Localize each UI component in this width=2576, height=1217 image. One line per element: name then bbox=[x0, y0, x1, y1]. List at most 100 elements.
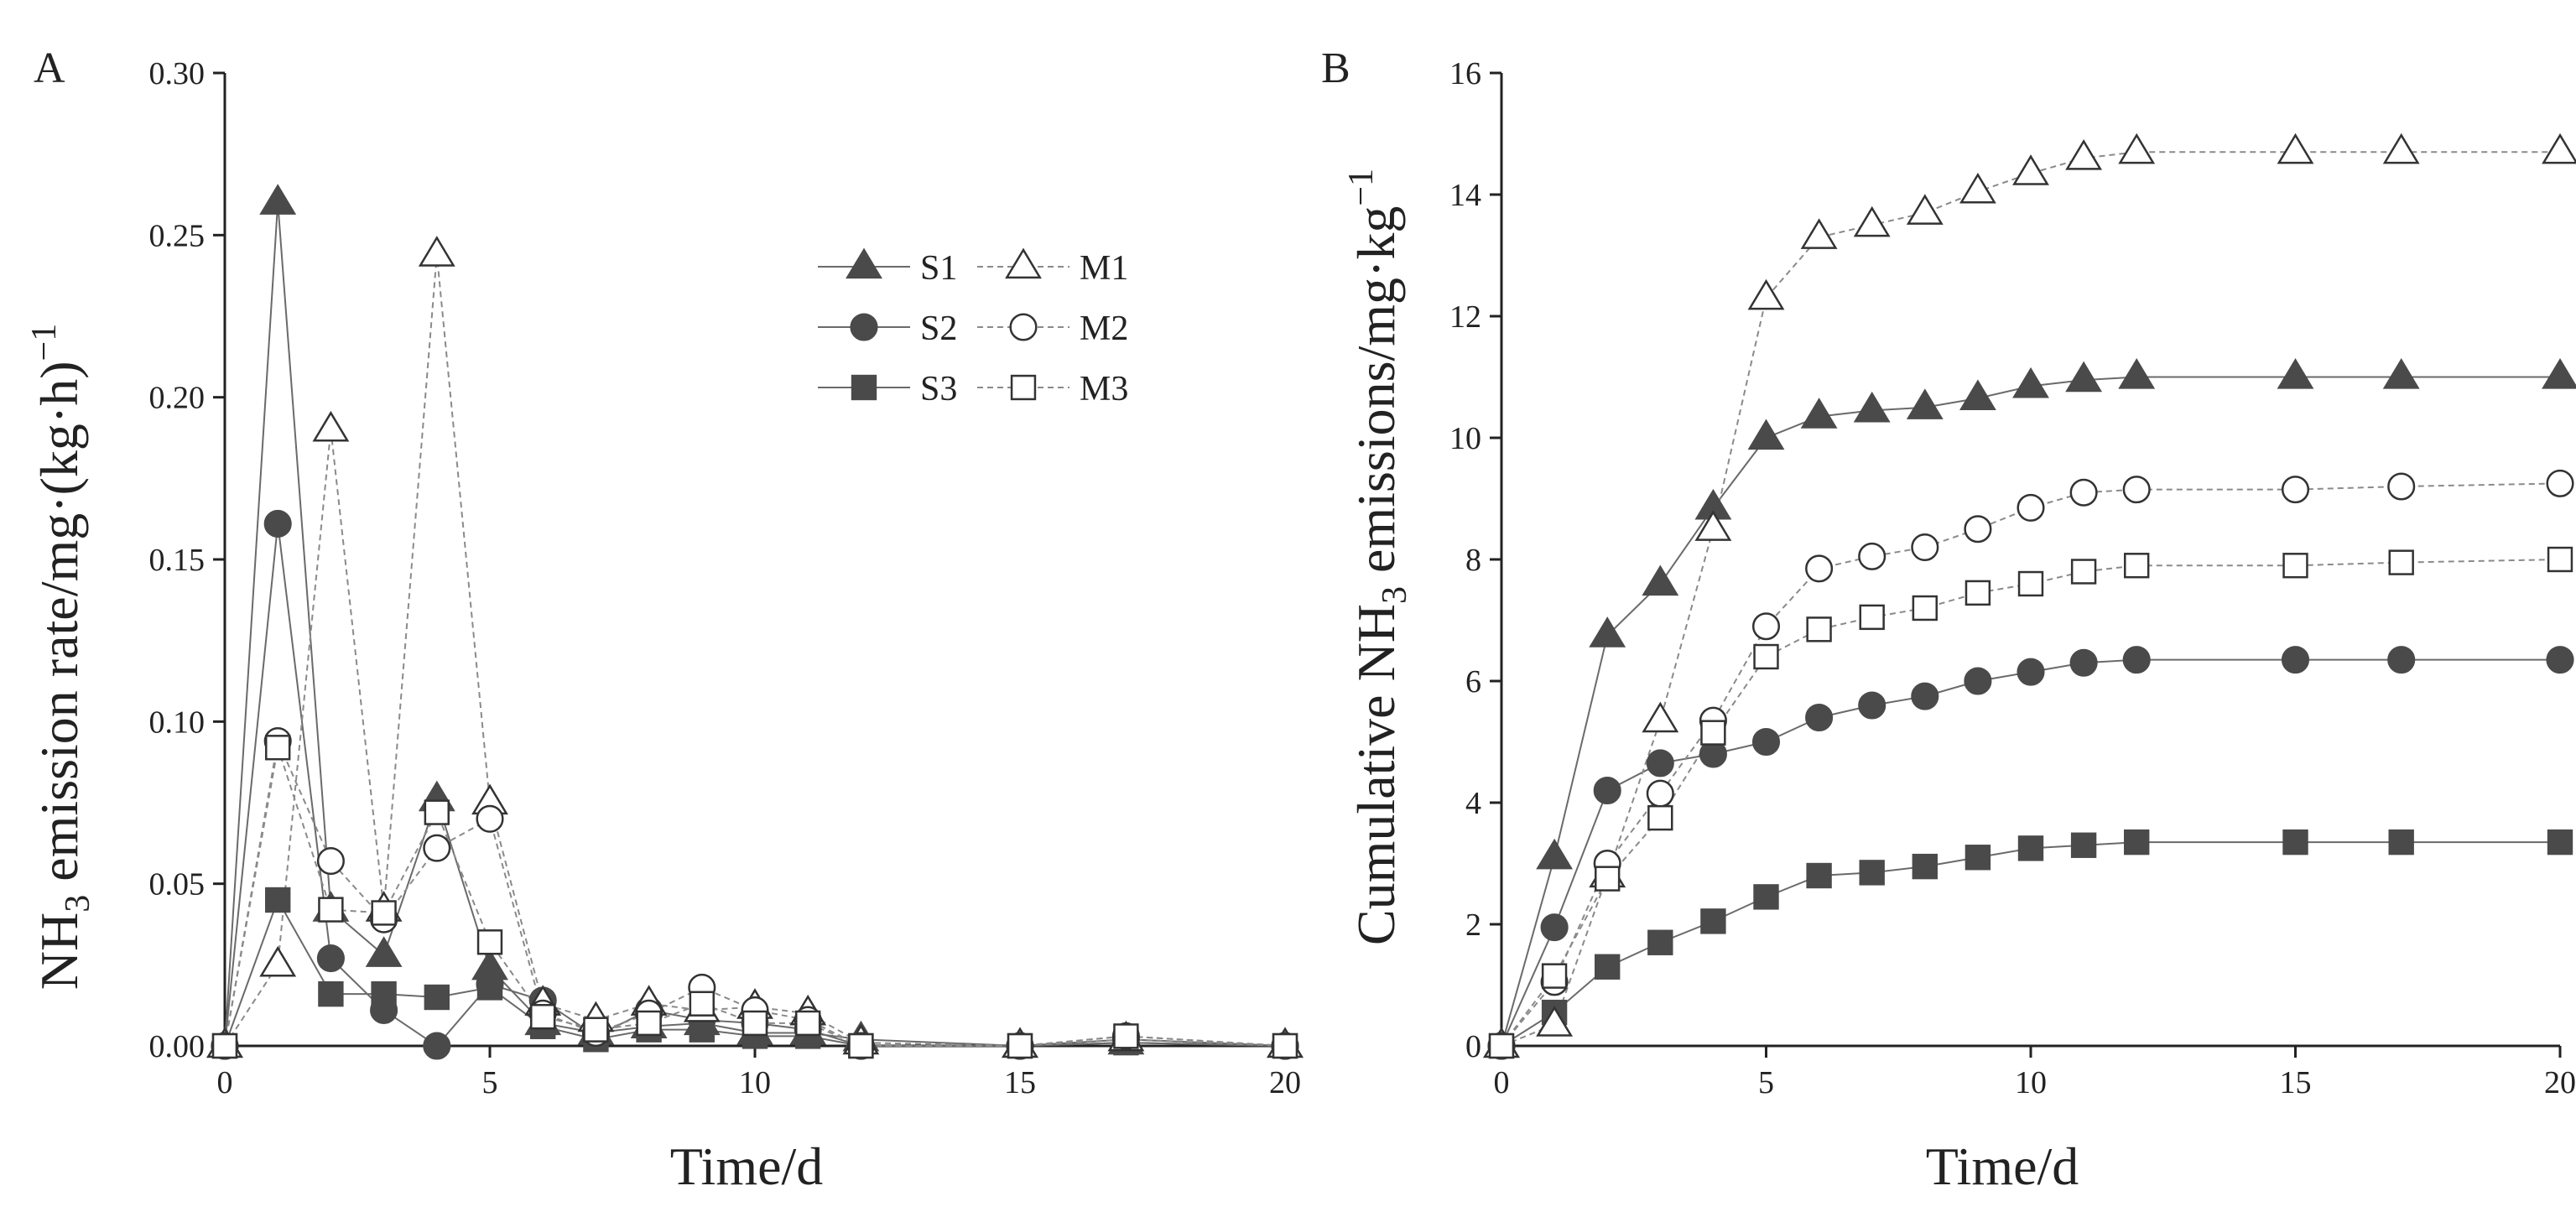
data-point-s3 bbox=[1912, 853, 1938, 880]
series-line-s2 bbox=[1501, 658, 2560, 1047]
data-point-s1 bbox=[2277, 358, 2314, 389]
panel-a-y-title-sub: 3 bbox=[59, 895, 97, 913]
data-point-m1 bbox=[1959, 172, 1996, 204]
data-point-m1 bbox=[2118, 133, 2156, 164]
y-tick-label: 0.30 bbox=[149, 56, 206, 91]
data-point-s1 bbox=[2012, 367, 2049, 398]
data-point-m2 bbox=[316, 847, 345, 876]
legend-marker-s2 bbox=[850, 313, 878, 341]
panel-b-y-axis-title: Cumulative NH3 emissions/mg·kg−1 bbox=[1342, 169, 1414, 945]
data-point-m3 bbox=[689, 991, 715, 1017]
data-point-s2 bbox=[2387, 646, 2416, 674]
data-point-s3 bbox=[2547, 829, 2573, 856]
data-point-s1 bbox=[1642, 564, 1679, 596]
data-point-m2 bbox=[1805, 554, 1834, 583]
y-tick-label: 0.05 bbox=[149, 867, 206, 902]
data-point-s2 bbox=[1540, 913, 1569, 942]
data-point-m3 bbox=[848, 1032, 874, 1059]
data-point-m3 bbox=[1647, 804, 1673, 831]
x-tick-label: 15 bbox=[2280, 1065, 2312, 1100]
data-point-s3 bbox=[2070, 832, 2097, 858]
panel-b-x-axis-title: Time/d bbox=[1926, 1136, 2079, 1196]
panel-a-axes: 0 5 10 15 20 0.00 0.05 0.10 0.15 0.20 0.25 0.30 bbox=[149, 56, 1302, 1100]
data-point-s1 bbox=[259, 184, 297, 215]
series-line-s3 bbox=[1501, 841, 2560, 1047]
data-point-s3 bbox=[1859, 860, 1885, 886]
data-point-m1 bbox=[1853, 205, 1891, 237]
data-point-s3 bbox=[2388, 829, 2414, 856]
panel-b-y-title-sup: −1 bbox=[1342, 169, 1381, 206]
x-tick-label: 15 bbox=[1004, 1065, 1036, 1100]
y-tick-label: 10 bbox=[1449, 421, 1481, 456]
data-point-m3 bbox=[2388, 549, 2414, 575]
data-point-m1 bbox=[1536, 1006, 1574, 1037]
data-point-s2 bbox=[2122, 646, 2151, 674]
panel-a-plot-area bbox=[206, 184, 1304, 1060]
legend-marker-s1 bbox=[846, 247, 882, 279]
data-point-m3 bbox=[2282, 553, 2308, 579]
data-point-m3 bbox=[1541, 963, 1568, 989]
data-point-m3 bbox=[1859, 604, 1885, 631]
y-tick-label: 0.10 bbox=[149, 705, 206, 740]
y-tick-label: 0.00 bbox=[149, 1029, 206, 1064]
data-point-m3 bbox=[795, 1010, 821, 1037]
data-point-s1 bbox=[2065, 361, 2103, 393]
series-line-m1 bbox=[1501, 151, 2560, 1047]
legend-label-s3: S3 bbox=[920, 370, 957, 408]
data-point-m2 bbox=[1911, 533, 1939, 562]
data-point-m1 bbox=[259, 945, 297, 977]
data-point-s3 bbox=[371, 980, 397, 1007]
series-line-m1 bbox=[224, 254, 1286, 1048]
data-point-s2 bbox=[2281, 646, 2310, 674]
data-point-s3 bbox=[476, 975, 503, 1001]
data-point-m2 bbox=[1751, 612, 1781, 641]
series-line-s1 bbox=[224, 202, 1286, 1048]
data-point-m3 bbox=[1700, 720, 1726, 746]
panel-b-axes: 0 5 10 15 20 0 2 4 6 8 10 12 14 16 bbox=[1449, 56, 2576, 1100]
data-point-m3 bbox=[742, 1010, 768, 1037]
data-point-s2 bbox=[2546, 646, 2574, 674]
data-point-m3 bbox=[424, 799, 450, 825]
x-tick-label: 10 bbox=[2015, 1065, 2047, 1100]
data-point-s1 bbox=[365, 936, 403, 967]
data-point-s1 bbox=[2542, 358, 2576, 389]
data-point-m2 bbox=[2017, 493, 2045, 522]
data-point-m1 bbox=[418, 236, 455, 267]
panel-a-y-title-pre: NH bbox=[29, 913, 89, 990]
data-point-s2 bbox=[263, 509, 292, 538]
data-point-s2 bbox=[2069, 648, 2098, 677]
x-tick-label: 0 bbox=[1494, 1065, 1510, 1100]
panel-label-a: A bbox=[34, 44, 65, 92]
data-point-s3 bbox=[2282, 829, 2308, 856]
legend-marker-m1 bbox=[1005, 247, 1042, 279]
series-line-m3 bbox=[224, 746, 1286, 1047]
series-line-s2 bbox=[224, 523, 1286, 1048]
data-point-m3 bbox=[1488, 1032, 1515, 1059]
x-tick-label: 5 bbox=[1758, 1065, 1774, 1100]
data-point-m3 bbox=[265, 735, 291, 761]
data-point-m2 bbox=[1858, 542, 1886, 570]
data-point-m1 bbox=[1800, 218, 1838, 249]
data-point-m3 bbox=[583, 1017, 609, 1043]
data-point-m2 bbox=[1964, 515, 1992, 543]
data-point-m2 bbox=[476, 804, 504, 833]
data-point-m1 bbox=[2065, 139, 2103, 170]
data-point-m3 bbox=[371, 900, 397, 926]
legend-label-m1: M1 bbox=[1080, 249, 1128, 288]
data-point-s1 bbox=[1800, 398, 1838, 429]
data-point-m3 bbox=[2547, 546, 2573, 573]
data-point-s2 bbox=[1911, 682, 1939, 710]
data-point-s3 bbox=[2017, 835, 2044, 861]
data-point-m2 bbox=[423, 834, 451, 862]
data-point-s2 bbox=[316, 944, 345, 973]
data-point-s3 bbox=[2124, 829, 2150, 856]
data-point-m3 bbox=[2070, 559, 2097, 585]
data-point-m2 bbox=[1646, 779, 1674, 808]
data-point-s2 bbox=[1751, 727, 1781, 757]
data-point-m1 bbox=[1694, 510, 1732, 541]
data-point-s2 bbox=[1805, 703, 1834, 732]
data-point-s3 bbox=[424, 984, 450, 1011]
panel-b-plot-area bbox=[1483, 133, 2576, 1060]
data-point-m3 bbox=[1806, 616, 1832, 642]
data-point-m1 bbox=[1642, 701, 1679, 733]
